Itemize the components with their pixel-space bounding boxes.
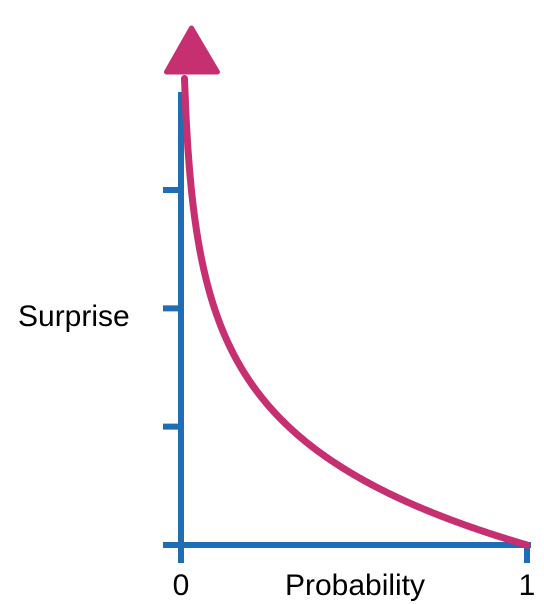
x-axis-label: Probability	[285, 569, 425, 602]
x-tick-label-1: 1	[519, 569, 536, 602]
curve-arrowhead-icon	[163, 25, 220, 75]
axes	[163, 92, 531, 563]
y-ticks	[163, 187, 181, 548]
x-tick-label-0: 0	[173, 569, 190, 602]
surprise-curve	[180, 74, 531, 549]
y-axis-label: Surprise	[18, 300, 130, 333]
